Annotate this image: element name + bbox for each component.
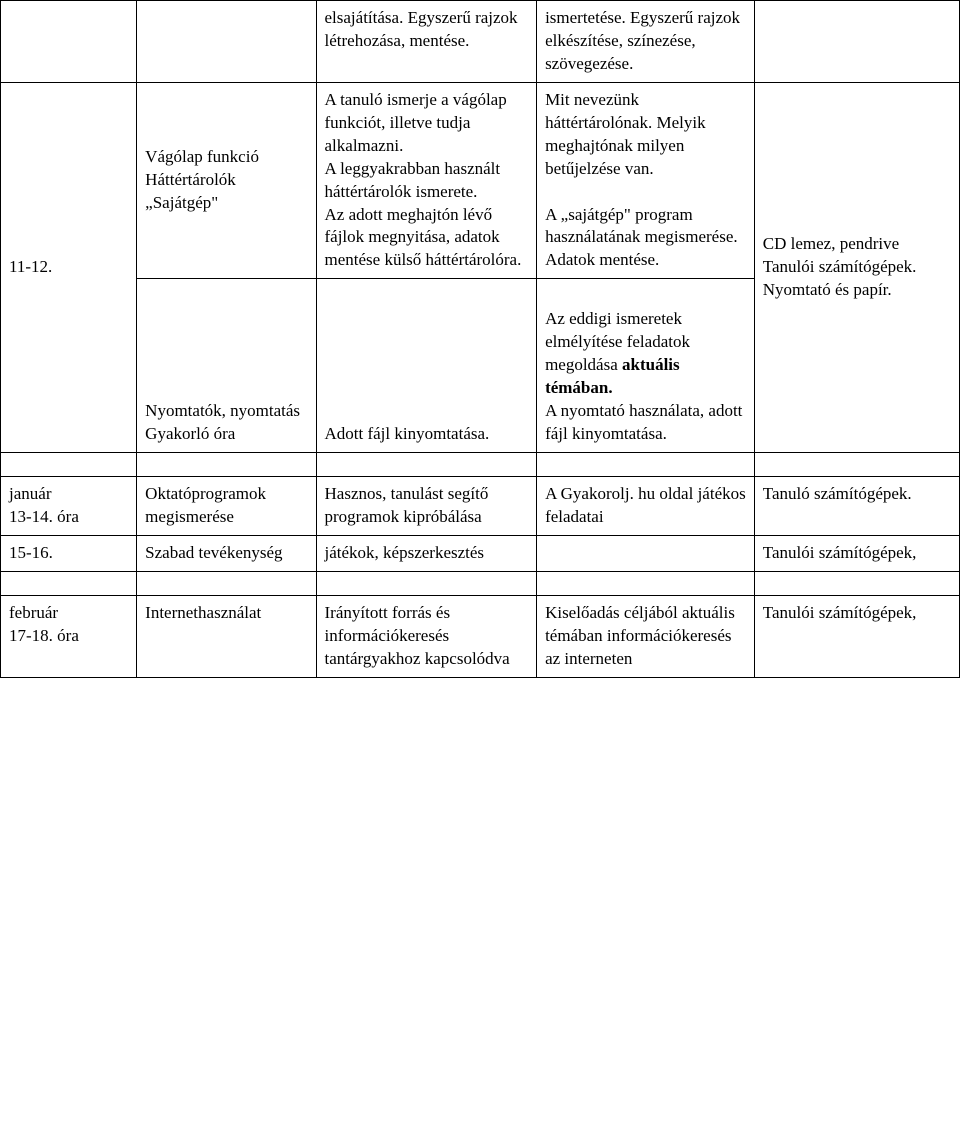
cell: CD lemez, pendrive Tanulói számítógépek.… xyxy=(754,82,959,452)
cell: Adott fájl kinyomtatása. xyxy=(316,279,537,453)
cell: Internethasználat xyxy=(137,595,316,677)
table-row: 15-16. Szabad tevékenység játékok, képsz… xyxy=(1,535,960,571)
cell xyxy=(754,1,959,83)
cell: Tanulói számítógépek, xyxy=(754,595,959,677)
cell-lesson-number: január 13-14. óra xyxy=(1,476,137,535)
cell: Szabad tevékenység xyxy=(137,535,316,571)
cell: Hasznos, tanulást segítő programok kipró… xyxy=(316,476,537,535)
cell: játékok, képszerkesztés xyxy=(316,535,537,571)
spacer-row xyxy=(1,452,960,476)
table-row: február 17-18. óra Internethasználat Irá… xyxy=(1,595,960,677)
cell: A Gyakorolj. hu oldal játékos feladatai xyxy=(537,476,755,535)
cell: Kiselőadás céljából aktuális témában inf… xyxy=(537,595,755,677)
cell: A tanuló ismerje a vágólap funkciót, ill… xyxy=(316,82,537,279)
cell-lesson-number: 11-12. xyxy=(1,82,137,452)
text-frag: A nyomtató használata, adott fájl kinyom… xyxy=(545,401,742,443)
table-row: január 13-14. óra Oktatóprogramok megism… xyxy=(1,476,960,535)
cell: Mit nevezünk háttértárolónak. Melyik meg… xyxy=(537,82,755,279)
table-row: elsajátítása. Egyszerű rajzok létrehozás… xyxy=(1,1,960,83)
cell: Tanulói számítógépek, xyxy=(754,535,959,571)
curriculum-table: elsajátítása. Egyszerű rajzok létrehozás… xyxy=(0,0,960,678)
cell-lesson-number: február 17-18. óra xyxy=(1,595,137,677)
cell: Tanuló számítógépek. xyxy=(754,476,959,535)
cell-lesson-number: 15-16. xyxy=(1,535,137,571)
cell: Oktatóprogramok megismerése xyxy=(137,476,316,535)
cell xyxy=(537,535,755,571)
cell: Nyomtatók, nyomtatás Gyakorló óra xyxy=(137,279,316,453)
table-row: 11-12. Vágólap funkció Háttértárolók „Sa… xyxy=(1,82,960,279)
cell: elsajátítása. Egyszerű rajzok létrehozás… xyxy=(316,1,537,83)
cell: ismertetése. Egyszerű rajzok elkészítése… xyxy=(537,1,755,83)
spacer-row xyxy=(1,571,960,595)
cell: Vágólap funkció Háttértárolók „Sajátgép" xyxy=(137,82,316,279)
cell xyxy=(137,1,316,83)
cell: Az eddigi ismeretek elmélyítése feladato… xyxy=(537,279,755,453)
cell xyxy=(1,1,137,83)
cell: Irányított forrás és információkeresés t… xyxy=(316,595,537,677)
